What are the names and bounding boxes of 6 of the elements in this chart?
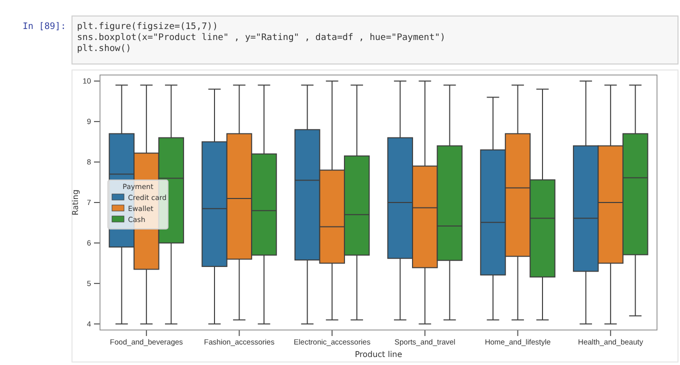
text: sns.boxplot(x="Product line" , y="Rating" , data=df , hue="Payment") bbox=[77, 33, 446, 43]
y-axis-title: Rating bbox=[71, 190, 80, 216]
x-axis-title: Product line bbox=[354, 350, 402, 359]
text: plt.figure(figsize=(15,7)) bbox=[77, 22, 218, 32]
text: plt.show() bbox=[77, 44, 132, 54]
text: In [89]: bbox=[22, 22, 66, 32]
